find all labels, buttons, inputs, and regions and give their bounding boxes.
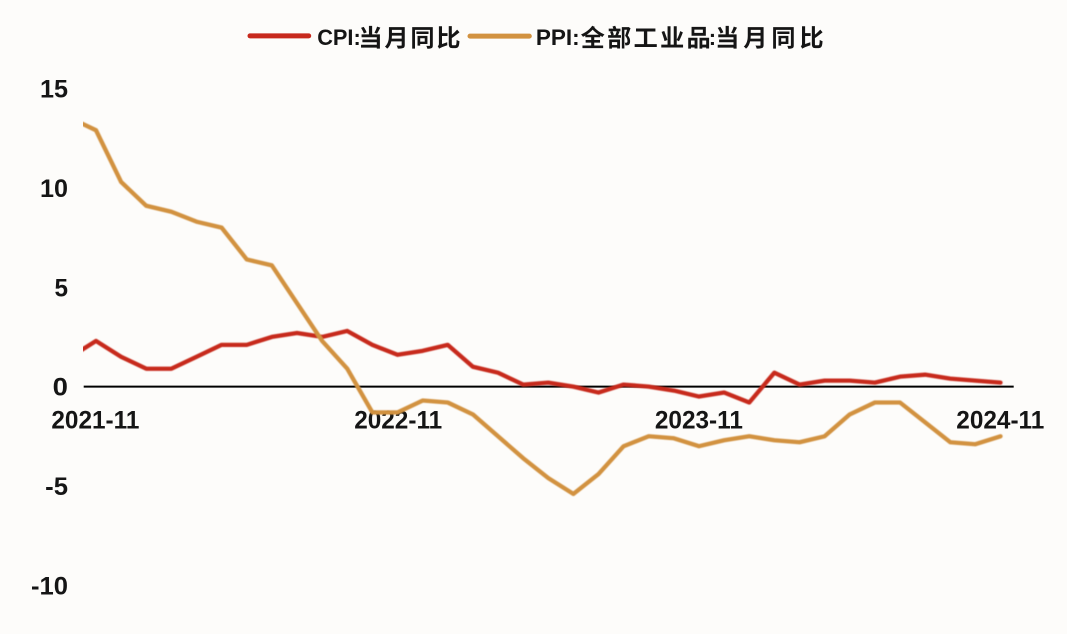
svg-text:-10: -10 — [31, 572, 68, 600]
svg-text:PPI:: PPI: — [536, 25, 580, 50]
svg-text:2024-11: 2024-11 — [956, 407, 1044, 435]
svg-text:2021-11: 2021-11 — [51, 407, 139, 435]
svg-text:CPI:: CPI: — [317, 25, 361, 50]
svg-text:10: 10 — [40, 175, 68, 203]
svg-text:2023-11: 2023-11 — [655, 407, 743, 435]
svg-text:0: 0 — [53, 374, 68, 402]
svg-text:15: 15 — [40, 76, 68, 104]
svg-text:5: 5 — [55, 274, 69, 302]
svg-text:-5: -5 — [45, 473, 68, 501]
svg-text::: : — [709, 25, 716, 50]
